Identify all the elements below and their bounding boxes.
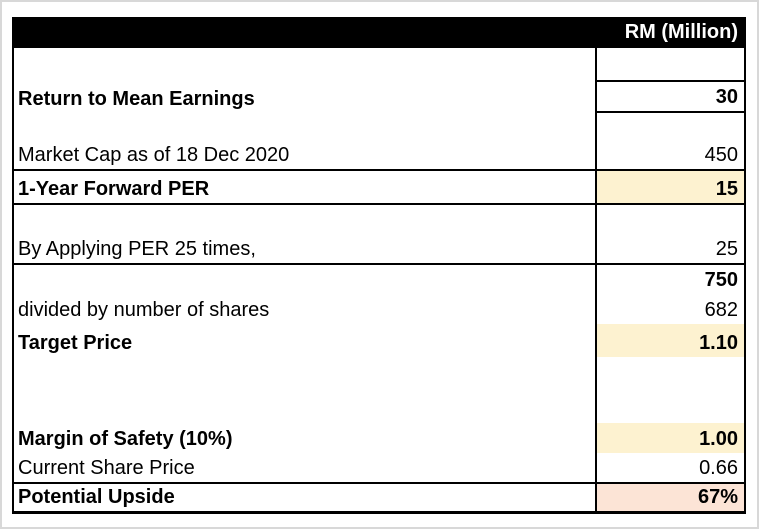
row-label-cell[interactable]: divided by number of shares [18, 299, 270, 321]
row-value-cell[interactable]: 0.66 [595, 453, 744, 482]
table-row: Potential Upside 67% [14, 484, 744, 511]
row-value-cell[interactable] [595, 48, 744, 82]
row-value-cell[interactable]: 25 [595, 205, 744, 263]
row-label-cell[interactable]: Market Cap as of 18 Dec 2020 [18, 144, 290, 166]
table-row [14, 357, 744, 423]
table-row: 750 [14, 265, 744, 294]
row-label-cell[interactable]: 1-Year Forward PER [18, 178, 210, 200]
row-label-cell[interactable]: Potential Upside [18, 486, 175, 508]
row-value-cell[interactable]: 682 [595, 294, 744, 324]
row-value-cell[interactable]: 1.10 [595, 324, 744, 357]
row-value-cell[interactable]: 750 [595, 265, 744, 294]
row-value-cell[interactable] [595, 357, 744, 423]
table-row [14, 48, 744, 82]
row-label-cell[interactable]: By Applying PER 25 times, [18, 238, 256, 260]
row-label-cell[interactable]: Margin of Safety (10%) [18, 428, 233, 450]
row-value-cell[interactable]: 1.00 [595, 423, 744, 453]
header-value-cell[interactable]: RM (Million) [624, 21, 738, 43]
row-label-cell[interactable] [14, 48, 595, 82]
table-body: Return to Mean Earnings 30 Market Cap as o… [14, 48, 744, 511]
table-row: By Applying PER 25 times, 25 [14, 205, 744, 265]
table-row: Margin of Safety (10%) 1.00 [14, 423, 744, 453]
table-row: Market Cap as of 18 Dec 2020 450 [14, 113, 744, 171]
row-label-cell[interactable]: Target Price [18, 332, 133, 354]
valuation-table: RM (Million) Return to Mean Earnings 30 Ma… [12, 17, 746, 514]
row-label-cell[interactable]: Current Share Price [18, 457, 195, 479]
row-label-cell[interactable]: Return to Mean Earnings [18, 88, 255, 110]
row-value-cell[interactable]: 30 [595, 82, 744, 113]
row-value-cell[interactable]: 67% [595, 484, 744, 511]
table-row: divided by number of shares 682 [14, 294, 744, 324]
header-label-cell[interactable] [14, 17, 595, 48]
table-row: Target Price 1.10 [14, 324, 744, 357]
table-row: 1-Year Forward PER 15 [14, 171, 744, 205]
table-header-row: RM (Million) [14, 17, 744, 48]
row-value-cell[interactable]: 15 [595, 171, 744, 203]
table-row: Return to Mean Earnings 30 [14, 82, 744, 113]
row-value-cell[interactable]: 450 [595, 113, 744, 169]
row-label-cell[interactable] [14, 265, 595, 294]
table-row: Current Share Price 0.66 [14, 453, 744, 484]
row-label-cell[interactable] [14, 357, 595, 423]
